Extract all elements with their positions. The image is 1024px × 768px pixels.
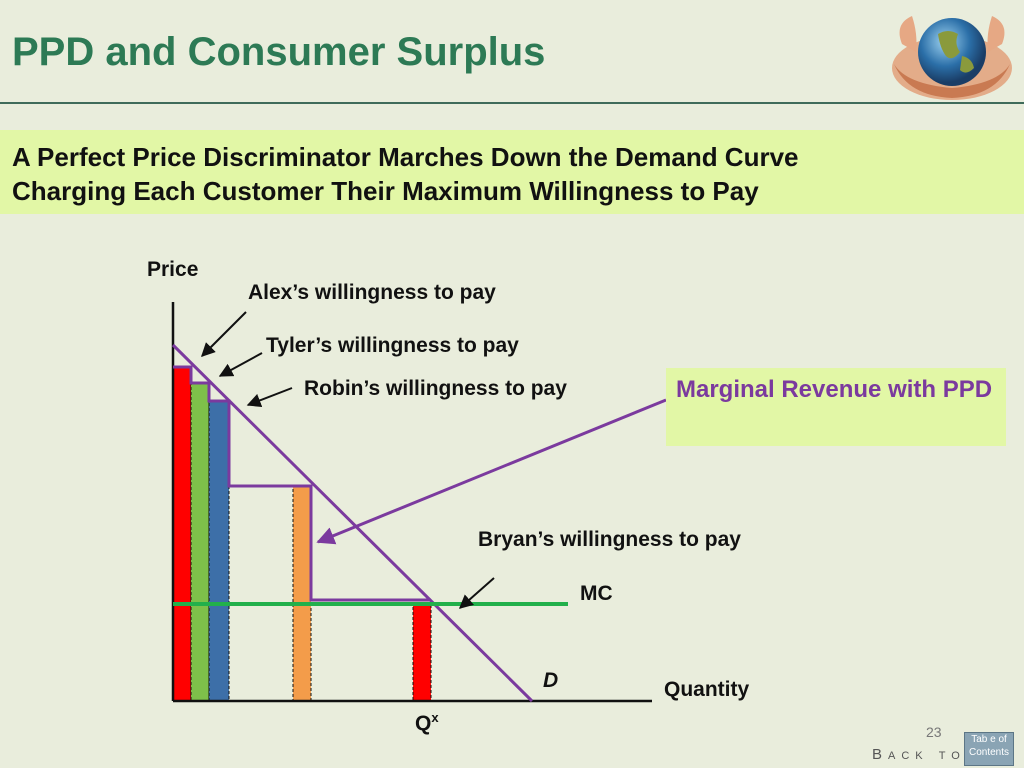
slide-title: PPD and Consumer Surplus bbox=[12, 30, 546, 74]
arrow-bryan bbox=[458, 577, 495, 609]
arrow-tyler bbox=[218, 352, 263, 377]
annotation-bryan: Bryan’s willingness to pay bbox=[478, 528, 741, 551]
mc-label: MC bbox=[580, 582, 613, 605]
subtitle-box: A Perfect Price Discriminator Marches Do… bbox=[0, 130, 1024, 214]
annotation-tyler: Tyler’s willingness to pay bbox=[266, 334, 519, 357]
page-number: 23 bbox=[926, 724, 942, 740]
bar-4 bbox=[292, 485, 312, 702]
x-axis-label: Quantity bbox=[664, 678, 750, 701]
qx-superscript: x bbox=[431, 710, 439, 725]
mr-step-line bbox=[173, 365, 431, 602]
y-axis-label: Price bbox=[147, 258, 199, 281]
subtitle-line-1: A Perfect Price Discriminator Marches Do… bbox=[12, 142, 799, 172]
arrow-robin bbox=[246, 387, 293, 407]
subtitle: A Perfect Price Discriminator Marches Do… bbox=[12, 140, 799, 208]
arrow-alex bbox=[201, 311, 247, 357]
bar-bryan bbox=[412, 602, 432, 702]
globe-in-hands-icon bbox=[888, 4, 1016, 102]
demand-label: D bbox=[543, 669, 559, 692]
arrow-mr bbox=[316, 398, 667, 545]
mr-callout-text: Marginal Revenue with PPD bbox=[676, 376, 993, 403]
back-to-link[interactable]: Back to bbox=[872, 746, 966, 763]
annotation-robin: Robin’s willingness to pay bbox=[304, 377, 567, 400]
bar-robin bbox=[208, 400, 230, 702]
title-bar: PPD and Consumer Surplus bbox=[0, 0, 1024, 104]
qx-label: Qx bbox=[415, 710, 439, 736]
annotation-alex: Alex’s willingness to pay bbox=[248, 281, 496, 304]
bar-tyler bbox=[190, 382, 210, 702]
demand-line bbox=[171, 343, 534, 703]
qx-base: Q bbox=[415, 712, 432, 735]
bar-alex bbox=[172, 366, 192, 702]
table-of-contents-button[interactable]: Tab e of Contents bbox=[964, 732, 1014, 766]
mr-callout-box: Marginal Revenue with PPD bbox=[666, 368, 1006, 446]
subtitle-line-2: Charging Each Customer Their Maximum Wil… bbox=[12, 176, 759, 206]
